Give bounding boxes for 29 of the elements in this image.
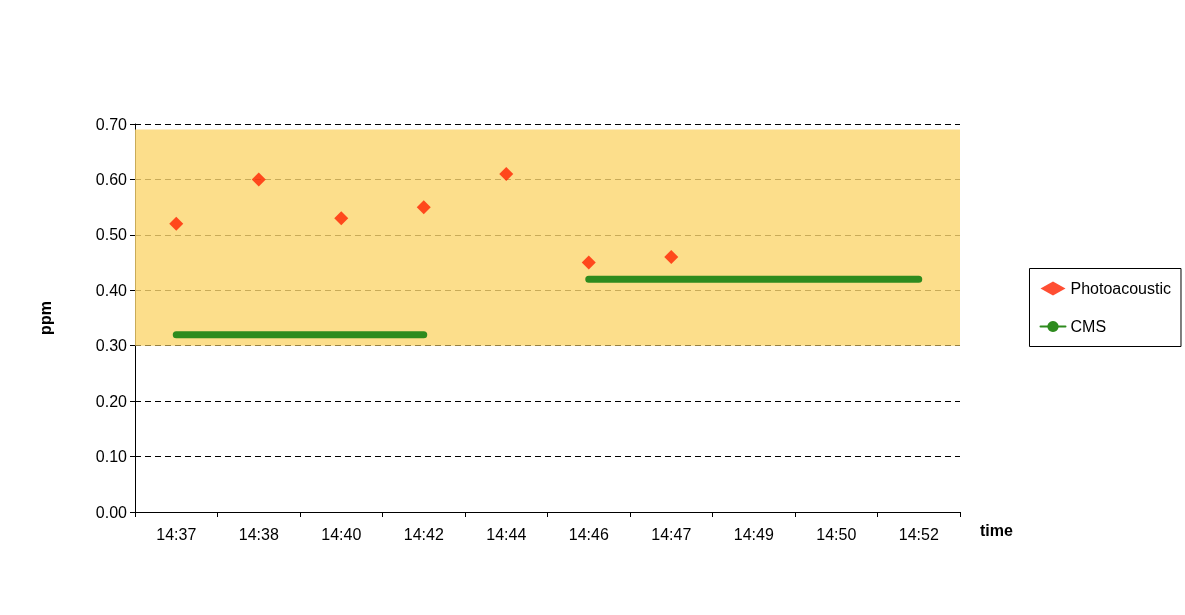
y-tick-label: 0.00 <box>95 503 128 521</box>
legend-label: Photoacoustic <box>1070 280 1172 297</box>
y-tick-label: 0.40 <box>95 281 128 299</box>
y-tick-label: 0.20 <box>95 392 128 410</box>
x-tick-label: 14:47 <box>651 525 692 543</box>
x-tick-label: 14:37 <box>156 525 197 543</box>
point <box>664 250 679 265</box>
x-tick-label: 14:49 <box>733 525 774 543</box>
point <box>251 172 266 187</box>
x-tick-label: 14:50 <box>816 525 857 543</box>
point <box>581 255 596 270</box>
point <box>169 216 184 231</box>
point <box>334 211 349 226</box>
x-tick-label: 14:40 <box>321 525 362 543</box>
x-tick-label: 14:38 <box>238 525 279 543</box>
y-axis-title: ppm <box>36 301 54 335</box>
y-tick-label: 0.70 <box>95 115 128 133</box>
point <box>499 166 514 181</box>
y-tick-label: 0.10 <box>95 448 128 466</box>
x-tick-label: 14:44 <box>486 525 527 543</box>
point <box>416 200 431 215</box>
x-tick-label: 14:52 <box>898 525 939 543</box>
y-tick-label: 0.30 <box>95 337 128 355</box>
x-tick-label: 14:46 <box>568 525 609 543</box>
y-tick-label: 0.50 <box>95 226 128 244</box>
legend-label: CMS <box>1070 318 1107 335</box>
x-tick-label: 14:42 <box>403 525 444 543</box>
y-tick-label: 0.60 <box>95 170 128 188</box>
x-axis-title: time <box>980 521 1013 539</box>
